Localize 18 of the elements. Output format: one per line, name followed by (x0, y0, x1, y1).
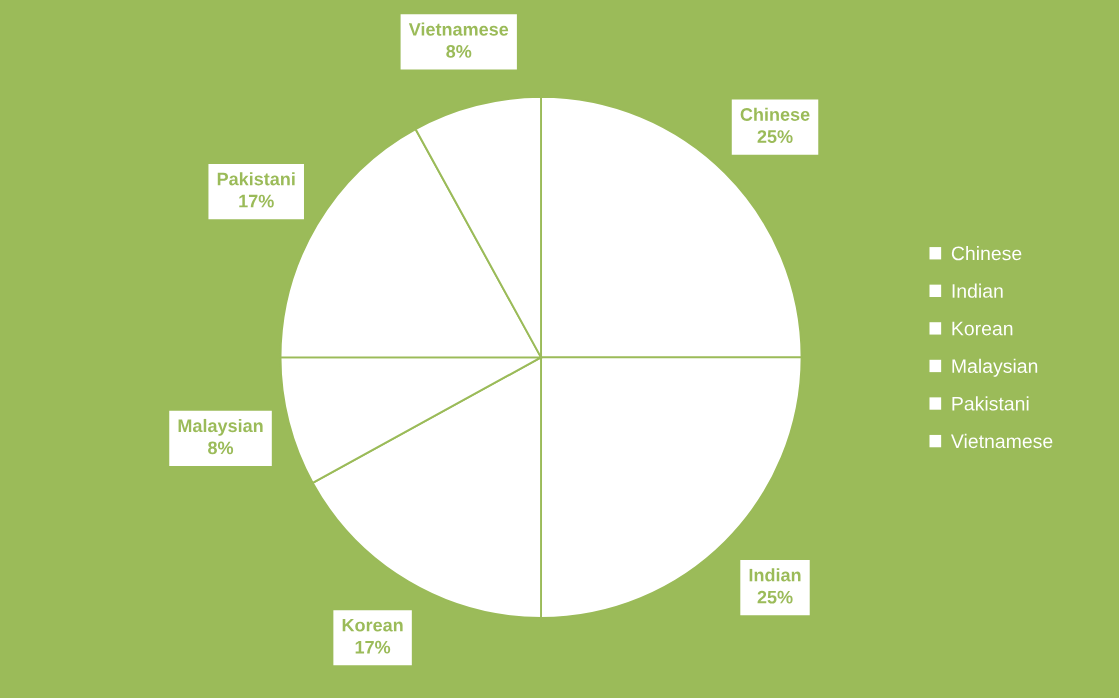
data-label: 8% (208, 441, 234, 455)
slice-label: Vietnamese (408, 22, 509, 36)
slice-label: Chinese (740, 107, 810, 121)
legend-label: Indian (952, 283, 1003, 298)
legend-label: Korean (952, 321, 1013, 336)
slice-label: Korean (342, 618, 403, 632)
data-label: 17% (239, 194, 274, 208)
legend-label: Chinese (951, 246, 1022, 261)
legend-label: Malaysian (952, 358, 1038, 377)
slice-label: Malaysian (178, 418, 263, 436)
data-label: 8% (446, 45, 472, 58)
legend-label: Vietnamese (950, 433, 1053, 449)
data-label: 17% (355, 640, 391, 654)
data-label: 25% (757, 590, 793, 604)
legend-label: Pakistani (952, 396, 1029, 411)
data-label: 25% (757, 130, 793, 143)
slice-label: Indian (749, 568, 801, 582)
slice-label: Pakistani (217, 172, 295, 186)
